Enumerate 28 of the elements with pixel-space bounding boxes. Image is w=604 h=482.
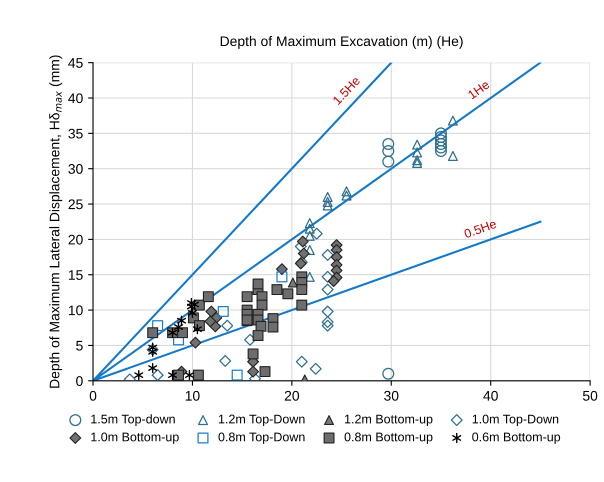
y-tick-label: 45 [68,58,83,68]
x-tick-label: 30 [384,390,398,401]
x-tick-label: 50 [582,390,598,401]
text: 1He [467,80,490,100]
y-tick-label: 30 [68,164,83,174]
y-tick-label: 40 [68,93,83,104]
legend-label: 1.2m Bottom-up [345,414,432,426]
x-tick-label: 20 [284,390,300,401]
y-tick-label: 25 [68,199,83,210]
chart-title: Depth of Maximum Excavation (m) (He) [220,36,463,49]
y-tick-label: 0 [76,376,83,386]
text: 0.5He [464,219,497,238]
y-tick-label: 35 [68,128,83,139]
y-tick-label: 5 [76,340,83,351]
legend-label: 1.2m Top-Down [218,414,304,426]
legend-label: 0.8m Bottom-up [344,432,432,444]
legend-label: 1.0m Top-Down [472,414,558,426]
y-tick-label: 10 [68,305,83,316]
legend-label: 1.0m Bottom-up [91,432,179,444]
x-tick-label: 0 [90,390,96,401]
legend-label: 0.6m Bottom-up [472,432,560,444]
legend-label: 0.8m Top-Down [218,432,304,444]
x-tick-label: 40 [483,390,498,401]
y-tick-label: 20 [68,234,83,245]
y-axis-title: Depth of Maximum Lateral Displacement, Hδ$_{max}$ (mm) [49,55,62,388]
legend-label: 1.5m Top-down [91,414,175,426]
y-tick-label: 15 [68,270,83,280]
x-tick-label: 10 [186,390,200,401]
